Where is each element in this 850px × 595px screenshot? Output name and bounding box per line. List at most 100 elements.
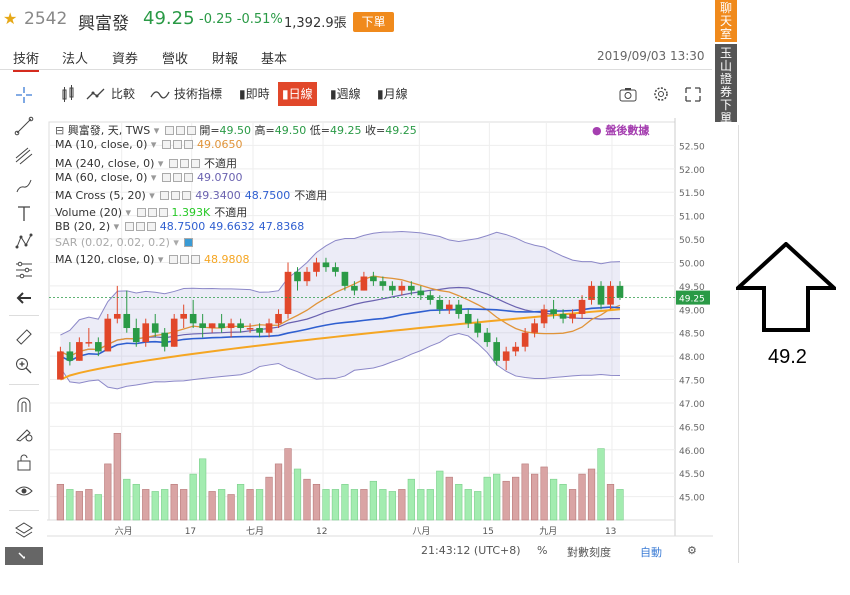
candle-body [104,318,112,352]
ma120-name: MA (120, close, 0) [55,253,155,266]
settings-gear-icon[interactable] [651,82,671,106]
candle-body [578,299,586,314]
magnet-icon[interactable] [14,395,34,415]
tab-institutional[interactable]: 法人 [62,52,89,67]
volume-bar [540,466,548,521]
legend-hide-icon[interactable] [175,126,185,135]
volume-bar [587,468,596,521]
weekly-button[interactable]: ▮週線 [330,87,361,101]
candle-style-icon[interactable] [58,82,78,106]
volume-bar [616,489,624,521]
compare-icon[interactable] [85,82,105,106]
volume-bar [502,480,510,521]
pattern-icon[interactable] [14,232,34,252]
volume-bar [455,483,463,521]
candle-body [332,267,339,272]
tab-technical[interactable]: 技術 [13,48,40,72]
y-tick-label: 52.50 [679,142,705,152]
text-tool-icon[interactable] [14,204,34,224]
side-panel-tabs: 聊天室 玉山證券下單 [713,0,739,125]
candle-body [455,304,463,314]
realtime-label: 即時 [245,87,270,101]
camera-icon[interactable] [618,82,638,106]
legend-ma60: MA (60, close, 0) ▾ 49.0700 [55,171,243,184]
crosshair-icon[interactable] [14,85,34,105]
indicators-button[interactable]: 技術指標 [174,87,223,101]
compare-button[interactable]: 比較 [111,87,136,101]
macross-v2: 48.7500 [244,189,291,202]
candle-body [237,323,244,329]
parallel-lines-icon[interactable] [14,146,34,166]
favorite-star-icon[interactable]: ★ [3,9,18,28]
y-tick-label: 51.50 [679,189,705,199]
y-tick-label: 46.00 [679,447,705,457]
drawing-toolbar [5,80,43,565]
monthly-label: 月線 [383,87,408,101]
weekly-label: 週線 [336,87,361,101]
status-time: 21:43:12 (UTC+8) [421,544,521,557]
lock-drawing-icon[interactable] [14,423,34,443]
realtime-button[interactable]: ▮即時 [239,87,270,101]
y-tick-label: 47.00 [679,400,705,410]
ohlc-open: 49.50 [219,124,252,137]
candle-body [294,271,301,282]
brush-icon[interactable] [14,176,34,196]
layers-icon[interactable] [14,520,34,540]
ma10-line [60,275,621,357]
candle-body [180,313,188,319]
after-hours-badge[interactable]: ● 盤後數據 [592,124,650,137]
chatroom-tab[interactable]: 聊天室 [715,0,737,42]
candle-body [616,285,624,298]
back-arrow-icon[interactable] [14,288,34,308]
stock-name: 興富發 [78,14,129,34]
trendline-icon[interactable] [14,116,34,136]
tab-margin[interactable]: 資券 [112,52,139,67]
auto-scale-toggle[interactable]: 自動 [640,546,662,559]
ohlc-high: 49.50 [274,124,307,137]
candle-body [95,342,102,352]
candle-body [464,313,472,324]
lock-icon[interactable] [14,452,34,472]
volume-bar [531,473,539,521]
volume-bar [493,473,501,521]
fullscreen-icon[interactable] [683,82,703,106]
legend-volume: Volume (20) ▾ 1.393K 不適用 [55,206,248,219]
volume-bar [474,491,482,521]
indicator-icon[interactable] [150,82,170,106]
collapse-legend-icon[interactable]: ⊟ [55,124,65,137]
volume-bar [322,489,330,521]
macross-v1: 49.3400 [195,189,241,202]
tab-financials[interactable]: 財報 [212,52,239,67]
legend-dropdown-icon[interactable]: ▾ [153,124,160,137]
chart-area[interactable]: 45.00 45.50 46.00 46.50 47.00 47.50 48.00 48.50… [47,118,713,565]
legend-remove-icon[interactable] [186,126,196,135]
candle-body [408,285,415,291]
zoom-in-icon[interactable] [14,356,34,376]
tab-revenue[interactable]: 營收 [162,52,189,67]
ma10-value: 49.0650 [196,138,243,151]
candle-body [445,304,453,310]
log-scale-toggle[interactable]: 對數刻度 [567,546,611,559]
daily-button[interactable]: ▮日線 [278,82,317,106]
order-button[interactable]: 下單 [353,12,394,32]
eye-icon[interactable] [14,481,34,501]
volume-bar [559,483,567,521]
candle-body [531,323,538,333]
percent-toggle[interactable]: % [537,544,548,557]
legend-settings-icon[interactable] [164,126,174,135]
candle-body [502,351,510,361]
last-price-tag-label: 49.25 [679,295,705,305]
y-tick-label: 47.50 [679,377,705,387]
tab-basic[interactable]: 基本 [261,52,288,67]
price-chart-svg[interactable]: 45.00 45.50 46.00 46.50 47.00 47.50 48.00 48.50… [47,118,713,565]
monthly-button[interactable]: ▮月線 [377,87,408,101]
bb-middle-line [60,286,620,357]
broker-order-tab[interactable]: 玉山證券下單 [715,44,737,125]
scale-settings-icon[interactable]: ⚙ [687,544,697,557]
ruler-icon[interactable] [14,327,34,347]
collapse-toolbar-icon[interactable] [5,547,43,565]
price-change: -0.25 -0.51% [199,12,283,27]
ohlc-close-label: 收= [364,124,386,137]
fib-levels-icon[interactable] [14,260,34,280]
y-tick-label: 45.50 [679,470,705,480]
